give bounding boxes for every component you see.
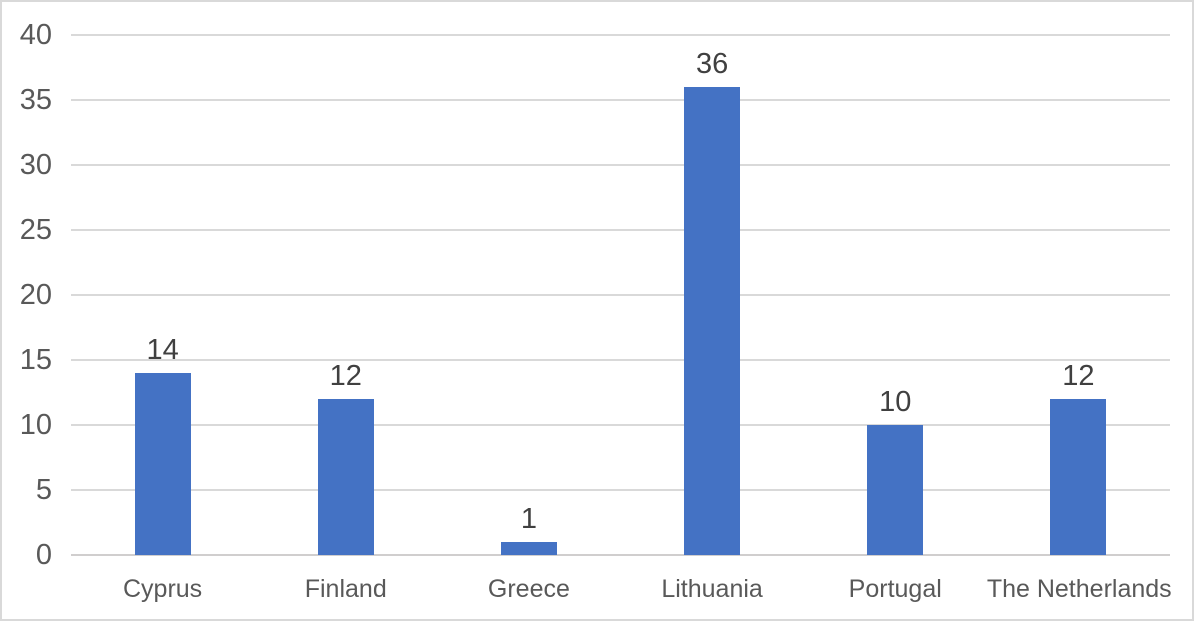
bar-value-label: 12 bbox=[1062, 360, 1095, 392]
bar-value-label: 12 bbox=[329, 360, 362, 392]
y-axis-tick-label: 0 bbox=[35, 539, 52, 571]
bar-value-label: 14 bbox=[146, 334, 179, 366]
bar bbox=[134, 373, 191, 555]
bar bbox=[867, 425, 924, 555]
x-axis-category-label: Cyprus bbox=[122, 575, 203, 603]
gridline bbox=[71, 424, 1170, 426]
y-axis-tick-label: 40 bbox=[19, 19, 52, 51]
bar bbox=[500, 542, 557, 555]
gridline bbox=[71, 99, 1170, 101]
bar-value-label: 1 bbox=[520, 503, 537, 535]
bar-value-label: 10 bbox=[879, 386, 912, 418]
y-axis-tick-label: 30 bbox=[19, 149, 52, 181]
x-axis-category-label: The Netherlands bbox=[986, 575, 1172, 603]
y-axis-tick-label: 25 bbox=[19, 214, 52, 246]
bar-value-label: 36 bbox=[695, 48, 729, 80]
gridline bbox=[71, 294, 1170, 296]
x-axis-category-label: Greece bbox=[487, 575, 570, 603]
bar bbox=[684, 87, 741, 555]
gridline bbox=[71, 489, 1170, 491]
x-axis-line bbox=[71, 554, 1170, 556]
bar bbox=[317, 399, 374, 555]
x-axis-category-label: Lithuania bbox=[661, 575, 763, 603]
y-axis-tick-label: 35 bbox=[19, 84, 52, 116]
y-axis-tick-label: 5 bbox=[35, 474, 52, 506]
gridline bbox=[71, 34, 1170, 36]
bar bbox=[1050, 399, 1107, 555]
x-axis-category-label: Portugal bbox=[848, 575, 942, 603]
y-axis-tick-label: 10 bbox=[19, 409, 52, 441]
y-axis-tick-label: 20 bbox=[19, 279, 52, 311]
gridline bbox=[71, 229, 1170, 231]
y-axis-tick-label: 15 bbox=[19, 344, 52, 376]
gridline bbox=[71, 164, 1170, 166]
x-axis-category-label: Finland bbox=[304, 575, 387, 603]
gridline bbox=[71, 359, 1170, 361]
